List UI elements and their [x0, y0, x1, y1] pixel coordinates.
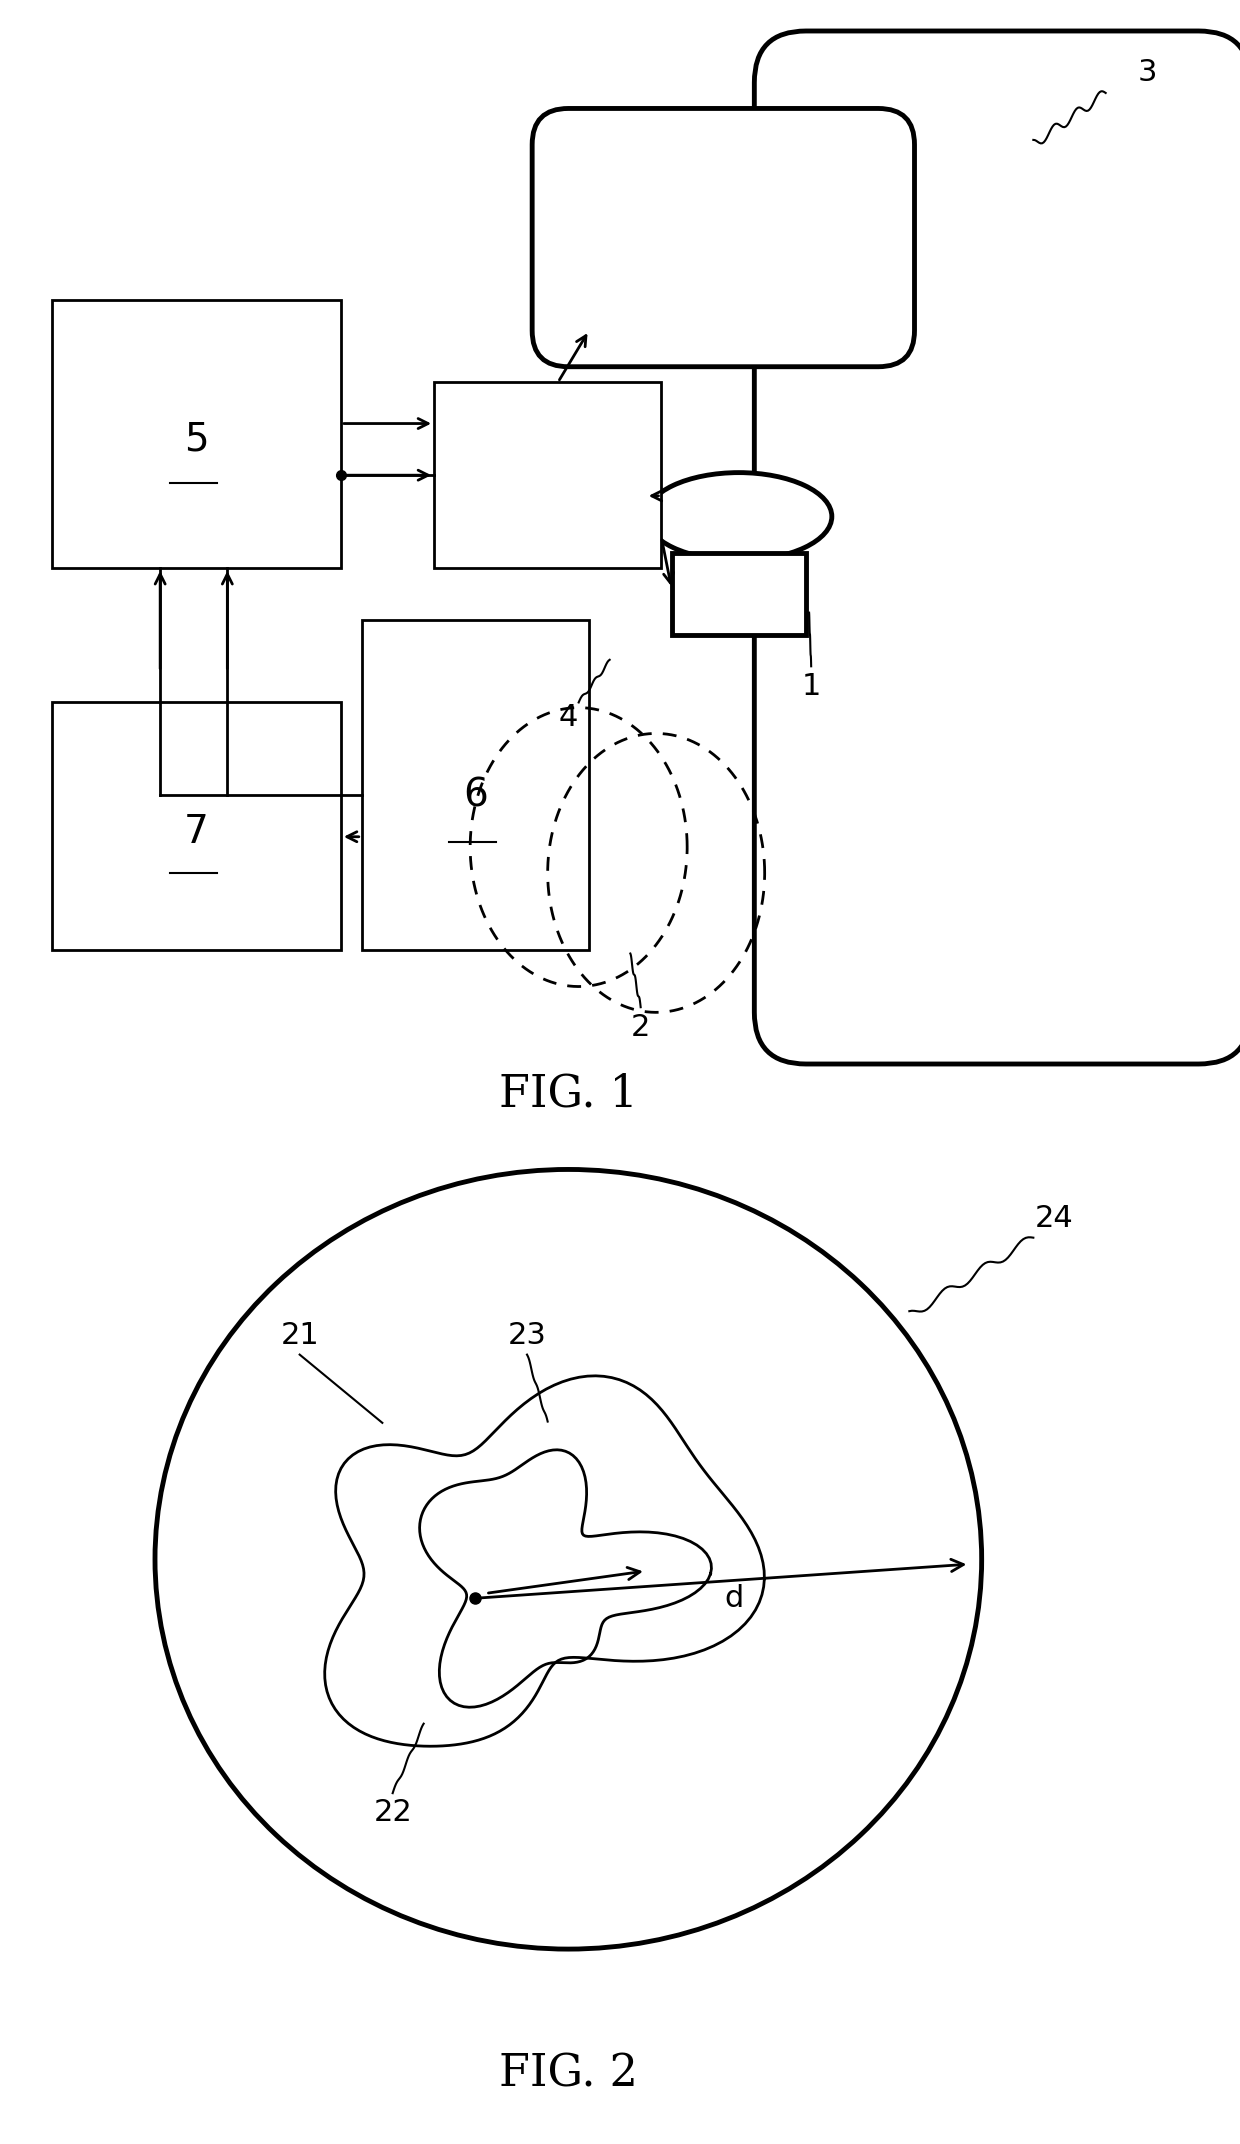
Text: 23: 23	[507, 1321, 547, 1349]
Text: 4: 4	[559, 703, 578, 733]
Text: 24: 24	[1034, 1203, 1074, 1233]
Text: 3: 3	[1137, 58, 1157, 86]
Text: FIG. 2: FIG. 2	[498, 2052, 637, 2095]
Text: 1: 1	[801, 673, 821, 701]
Text: 21: 21	[280, 1321, 319, 1349]
Text: 6: 6	[463, 776, 487, 815]
Text: 7: 7	[184, 813, 208, 851]
FancyBboxPatch shape	[754, 30, 1240, 1063]
Text: FIG. 1: FIG. 1	[498, 1072, 637, 1115]
Text: 22: 22	[373, 1799, 412, 1827]
Ellipse shape	[646, 472, 832, 560]
Bar	[362, 620, 589, 950]
Bar	[52, 300, 341, 568]
Bar	[434, 382, 661, 568]
Text: 2: 2	[631, 1014, 650, 1042]
Bar	[52, 703, 341, 950]
Text: d: d	[724, 1584, 743, 1612]
FancyBboxPatch shape	[672, 553, 806, 635]
Text: 5: 5	[184, 420, 208, 459]
FancyBboxPatch shape	[532, 109, 915, 367]
